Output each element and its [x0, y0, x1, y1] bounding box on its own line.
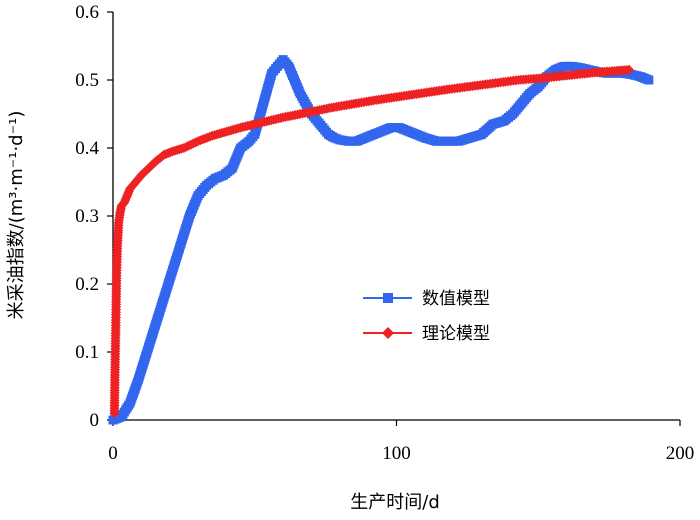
x-tick-label: 200: [666, 443, 695, 464]
legend-marker: [382, 327, 394, 339]
series-line: [113, 68, 630, 414]
y-tick-label: 0: [90, 410, 100, 431]
y-tick-label: 0.5: [75, 70, 99, 91]
data-point: [623, 64, 634, 75]
y-tick-label: 0.3: [75, 206, 99, 227]
legend-marker: [383, 293, 393, 303]
series-line: [112, 58, 650, 421]
series-numerical-model: [108, 55, 654, 425]
y-tick-label: 0.1: [75, 342, 99, 363]
legend-entry: 数值模型: [363, 289, 490, 309]
legend-label: 理论模型: [422, 324, 490, 344]
series-theoretical-model: [109, 64, 634, 419]
y-axis-title: 米采油指数/(m³·m⁻¹·d⁻¹): [6, 111, 27, 320]
x-axis-title: 生产时间/d: [350, 492, 440, 513]
legend-entry: 理论模型: [363, 324, 490, 344]
y-tick-label: 0.4: [75, 138, 99, 159]
data-point: [644, 75, 654, 85]
legend-label: 数值模型: [422, 289, 490, 309]
tick-labels: 0 0.1 0.2 0.3 0.4 0.5 0.6 0 100 200: [75, 2, 694, 464]
plot-area: [108, 55, 654, 425]
y-tick-label: 0.6: [75, 2, 99, 23]
x-tick-label: 100: [382, 443, 411, 464]
x-tick-label: 0: [108, 443, 118, 464]
y-tick-label: 0.2: [75, 274, 99, 295]
